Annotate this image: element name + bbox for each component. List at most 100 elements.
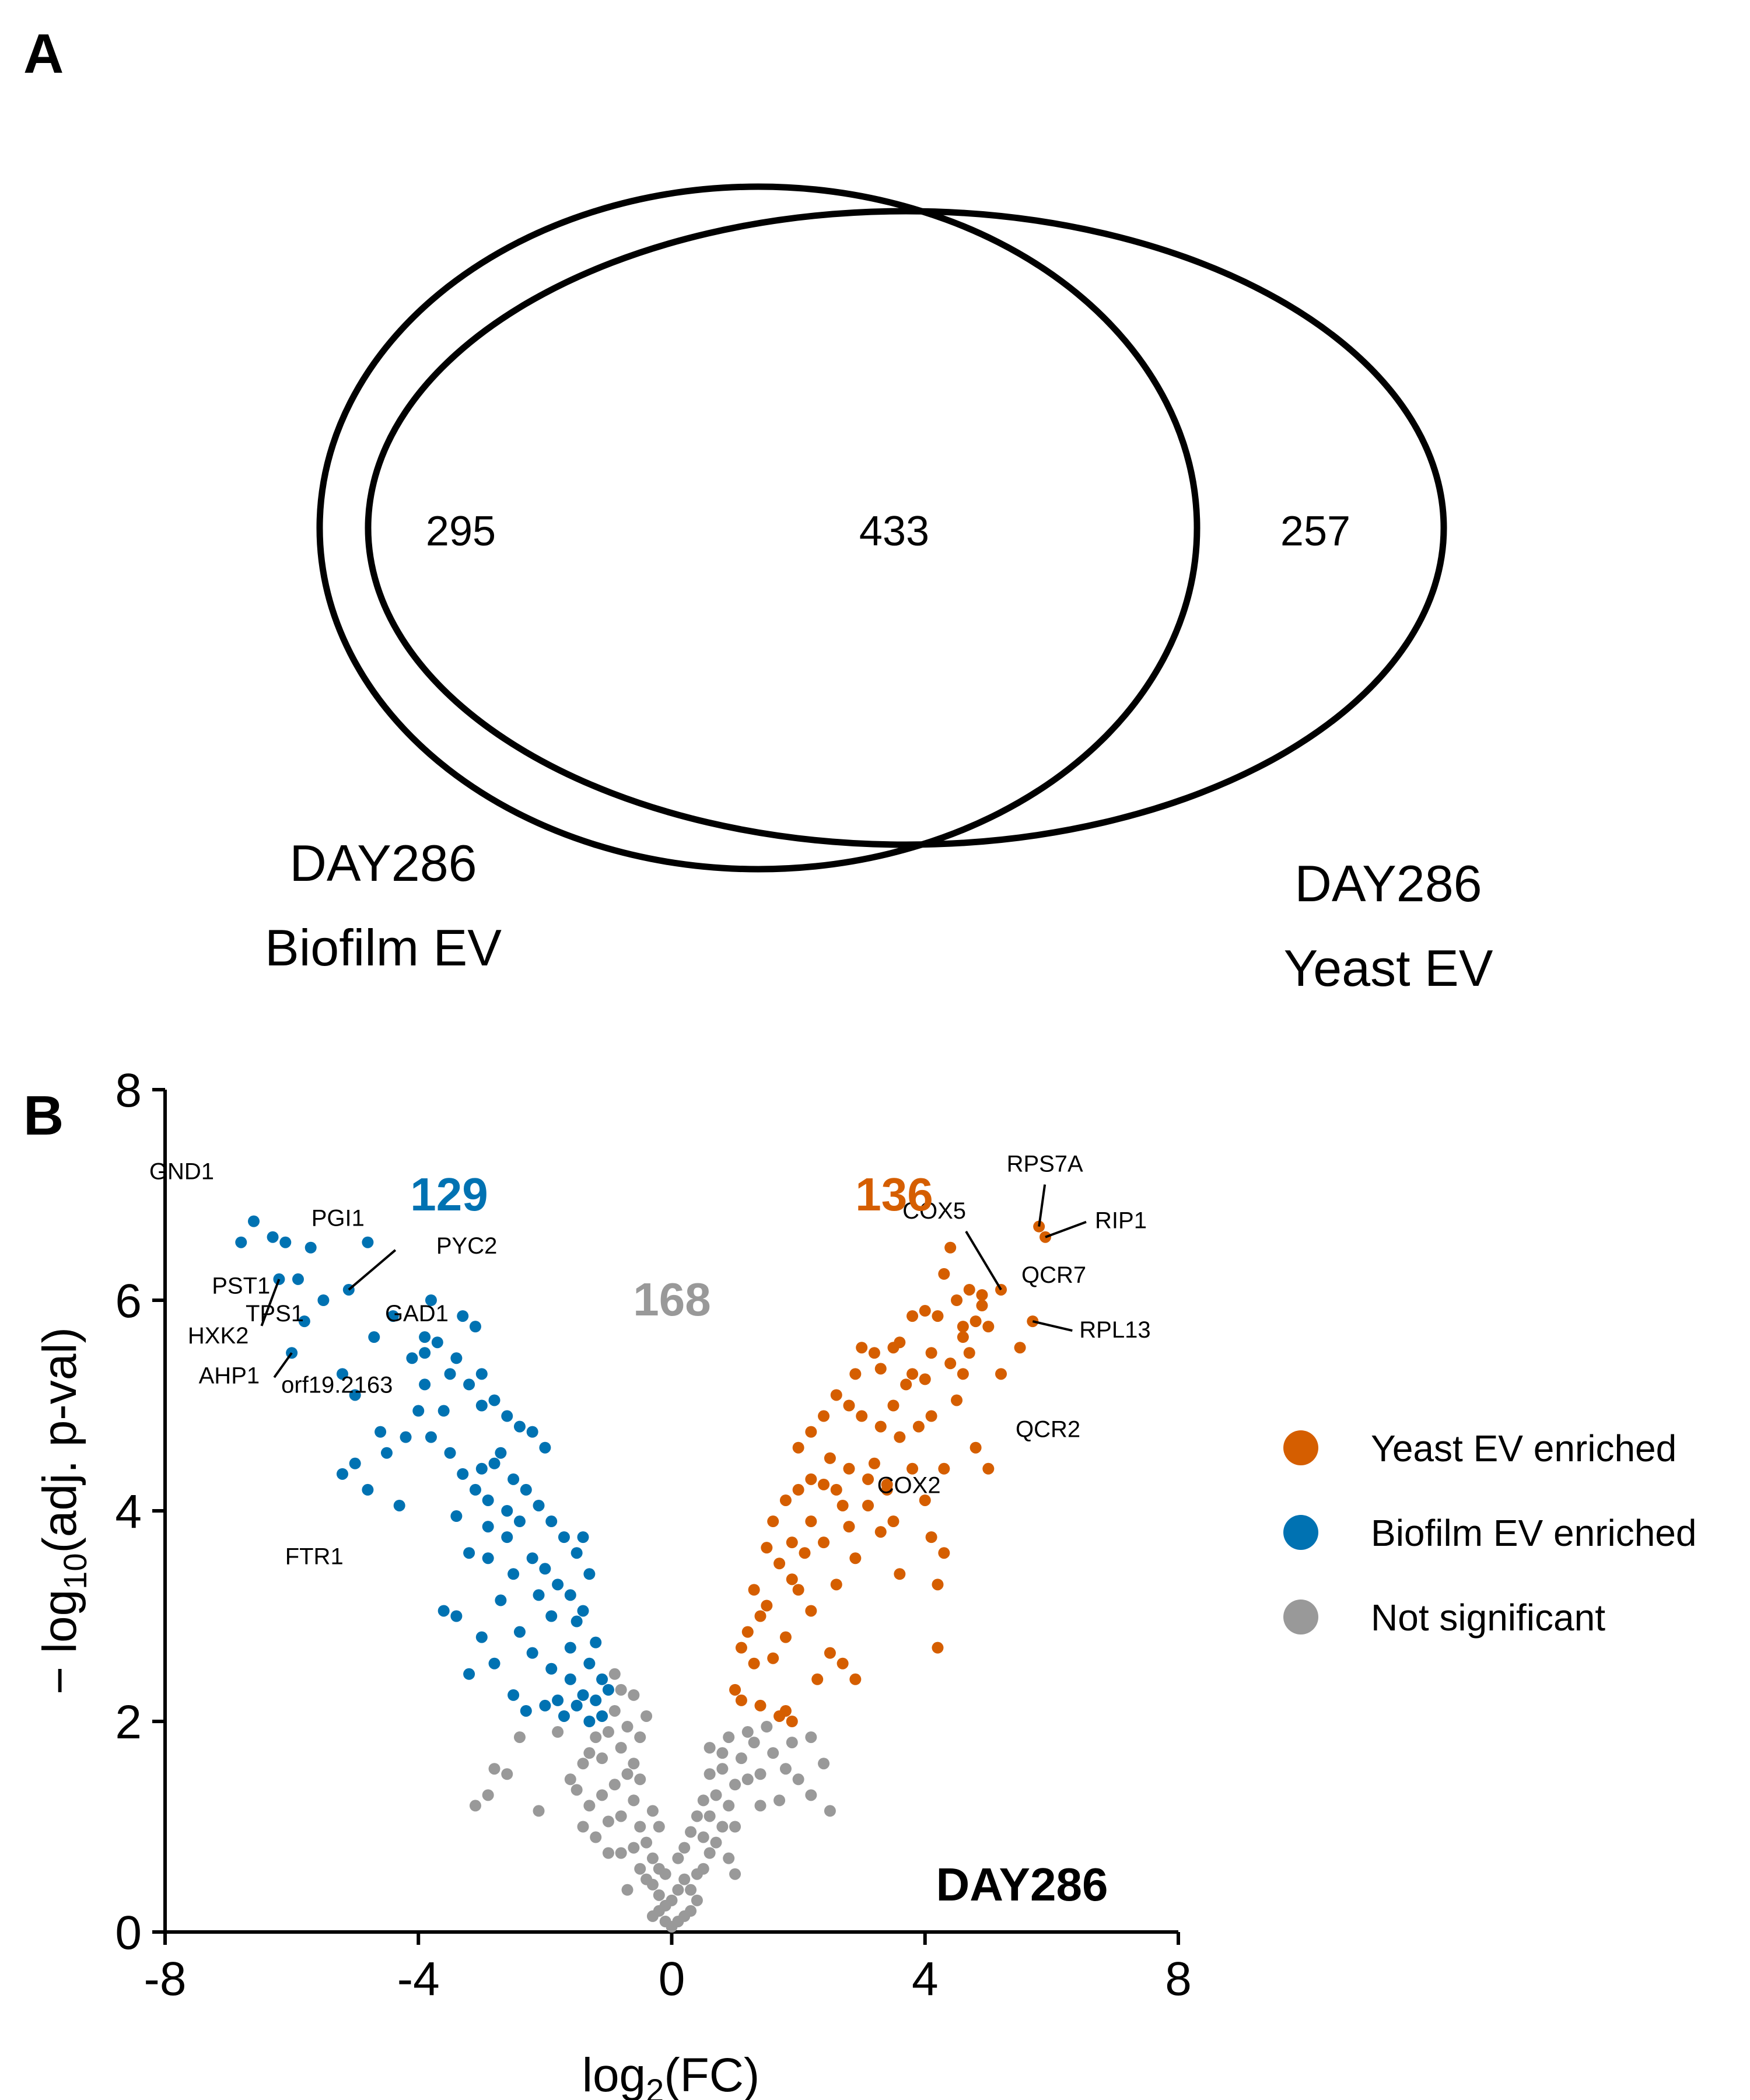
point-yeast-enriched (836, 1499, 849, 1511)
point-yeast-enriched (754, 1699, 766, 1712)
venn-right-label-line1: DAY286 (1294, 855, 1482, 912)
legend-label-yeast: Yeast EV enriched (1371, 1427, 1676, 1469)
point-not-significant (628, 1794, 640, 1807)
point-yeast-enriched (805, 1426, 817, 1438)
point-not-significant (602, 1815, 614, 1828)
point-yeast-enriched (862, 1499, 874, 1511)
venn-diagram: 295 433 257 DAY286 Biofilm EV DAY286 Yea… (265, 183, 1493, 997)
point-not-significant (723, 1852, 735, 1864)
point-yeast-enriched (919, 1305, 931, 1317)
point-yeast-enriched (818, 1478, 830, 1490)
venn-count-right-only: 257 (1280, 508, 1350, 555)
legend: Yeast EV enriched Biofilm EV enriched No… (1283, 1427, 1696, 1639)
point-not-significant (704, 1847, 716, 1859)
point-biofilm-enriched (520, 1704, 532, 1717)
venn-count-overlap: 433 (859, 508, 929, 555)
point-yeast-enriched (779, 1631, 792, 1643)
point-yeast-enriched (963, 1283, 975, 1296)
panel-a-letter: A (23, 23, 64, 85)
point-yeast-enriched (862, 1473, 874, 1485)
point-not-significant (716, 1821, 729, 1833)
point-biofilm-enriched (349, 1389, 361, 1401)
point-biofilm-enriched (539, 1563, 551, 1575)
point-yeast-enriched (907, 1462, 919, 1475)
point-biofilm-enriched (425, 1431, 437, 1443)
count-yeast: 136 (855, 1168, 933, 1220)
point-not-significant (704, 1768, 716, 1780)
point-yeast-enriched (824, 1647, 836, 1659)
point-yeast-enriched (970, 1441, 982, 1454)
point-not-significant (628, 1758, 640, 1770)
point-yeast-enriched (907, 1368, 919, 1380)
point-not-significant (608, 1668, 621, 1680)
point-biofilm-enriched (450, 1352, 463, 1364)
point-biofilm-enriched (374, 1426, 387, 1438)
point-biofilm-enriched (577, 1689, 589, 1701)
point-biofilm-enriched (463, 1547, 475, 1559)
point-yeast-enriched (792, 1441, 804, 1454)
x-tick-label: 8 (1165, 1952, 1192, 2006)
point-biofilm-enriched (602, 1684, 614, 1696)
point-yeast-enriched (786, 1536, 798, 1549)
point-yeast-enriched (938, 1547, 950, 1559)
x-tick-label: 0 (659, 1952, 685, 2006)
point-yeast-enriched (836, 1657, 849, 1670)
point-yeast-enriched (912, 1420, 925, 1433)
point-biofilm-enriched (336, 1468, 348, 1480)
point-biofilm-enriched (545, 1516, 558, 1528)
point-biofilm-enriched (336, 1368, 348, 1380)
point-not-significant (735, 1752, 747, 1765)
point-biofilm-enriched (596, 1710, 608, 1722)
point-not-significant (741, 1726, 754, 1738)
point-yeast-enriched (887, 1516, 900, 1528)
point-yeast-enriched (932, 1310, 944, 1322)
point-not-significant (697, 1863, 709, 1875)
point-not-significant (704, 1742, 716, 1754)
point-yeast-enriched (792, 1584, 804, 1596)
gene-label: QCR7 (1021, 1262, 1086, 1288)
point-biofilm-enriched (450, 1610, 463, 1622)
point-biofilm-enriched (438, 1405, 450, 1417)
point-not-significant (761, 1721, 773, 1733)
point-biofilm-enriched (539, 1441, 551, 1454)
y-tick-label: 0 (115, 1906, 142, 1959)
point-not-significant (634, 1863, 646, 1875)
point-not-significant (640, 1836, 653, 1849)
point-biofilm-enriched (362, 1236, 374, 1248)
y-axis-title-sub: 10 (57, 1553, 93, 1589)
point-yeast-enriched (1014, 1342, 1026, 1354)
point-yeast-enriched (925, 1347, 937, 1359)
gene-label: AHP1 (199, 1363, 260, 1388)
y-tick-label: 8 (115, 1064, 142, 1117)
point-yeast-enriched (887, 1342, 900, 1354)
point-yeast-enriched (792, 1483, 804, 1496)
point-yeast-enriched (874, 1363, 887, 1375)
point-yeast-enriched (932, 1642, 944, 1654)
point-not-significant (646, 1805, 659, 1817)
point-not-significant (628, 1689, 640, 1701)
point-biofilm-enriched (501, 1410, 513, 1422)
point-not-significant (646, 1852, 659, 1864)
point-biofilm-enriched (475, 1399, 488, 1412)
point-yeast-enriched (767, 1652, 779, 1664)
point-biofilm-enriched (444, 1368, 456, 1380)
point-yeast-enriched (779, 1704, 792, 1717)
point-biofilm-enriched (431, 1336, 443, 1349)
point-yeast-enriched (735, 1694, 747, 1706)
point-not-significant (590, 1731, 602, 1744)
point-not-significant (710, 1789, 722, 1801)
point-biofilm-enriched (457, 1310, 469, 1322)
gene-label: COX5 (902, 1198, 966, 1224)
point-yeast-enriched (729, 1684, 741, 1696)
point-not-significant (767, 1747, 779, 1759)
point-not-significant (615, 1742, 627, 1754)
gene-label: RPL13 (1079, 1317, 1150, 1343)
point-not-significant (666, 1894, 678, 1906)
point-not-significant (634, 1821, 646, 1833)
point-not-significant (685, 1884, 697, 1896)
point-biofilm-enriched (419, 1378, 431, 1391)
point-yeast-enriched (868, 1347, 880, 1359)
point-yeast-enriched (995, 1368, 1007, 1380)
point-biofilm-enriched (419, 1331, 431, 1343)
